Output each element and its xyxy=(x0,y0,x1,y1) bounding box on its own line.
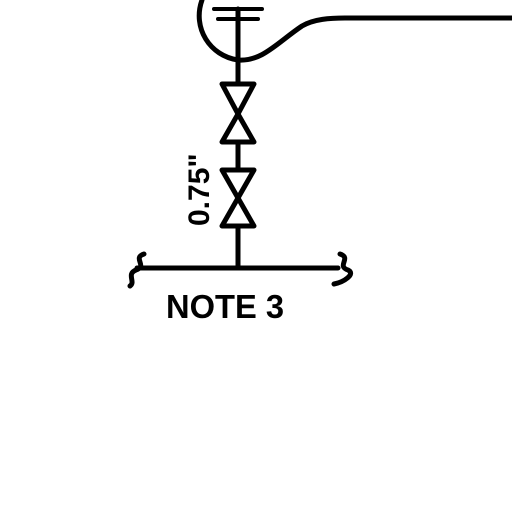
valve-2-lower-triangle xyxy=(219,195,257,229)
branch-pipe xyxy=(196,0,512,63)
note-label: NOTE 3 xyxy=(166,288,284,325)
valve-1-upper-triangle xyxy=(219,81,257,117)
gate-valve-2 xyxy=(219,167,257,229)
top-pipe-connection xyxy=(196,0,512,63)
gate-valve-1 xyxy=(219,81,257,145)
right-break-mark xyxy=(331,251,354,287)
valve-2-upper-triangle xyxy=(219,167,257,201)
header-pipe xyxy=(127,251,354,289)
pipe-size-label: 0.75" xyxy=(183,153,216,226)
valve-1-lower-triangle xyxy=(219,111,257,145)
left-break-mark xyxy=(127,251,147,289)
